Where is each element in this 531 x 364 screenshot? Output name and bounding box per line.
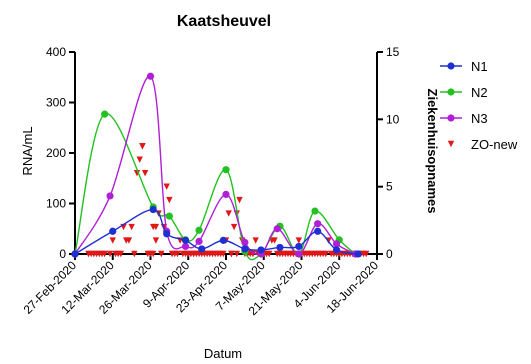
zo-new-point	[225, 210, 232, 217]
n1-point	[163, 230, 171, 238]
zo-new-point	[228, 250, 235, 258]
legend-marker	[447, 140, 455, 148]
y-left-tick-label: 200	[46, 146, 66, 160]
n2-line	[74, 113, 356, 261]
legend-label: ZO-new	[471, 137, 518, 152]
n1-point	[354, 250, 362, 258]
n2-point	[222, 166, 230, 174]
n1-point	[276, 243, 284, 252]
zo-new-point	[249, 250, 257, 258]
zo-new-point	[265, 250, 273, 258]
legend-item-zo-new: ZO-new	[447, 137, 518, 152]
axes-group: 010020030040005101527-Feb-202012-Mar-202…	[21, 45, 400, 318]
n3-point	[332, 240, 341, 248]
n1-point	[332, 246, 341, 254]
legend-item-n3: N3	[440, 111, 488, 126]
y-left-tick-label: 400	[46, 45, 66, 59]
zo-new-point	[220, 250, 227, 258]
zo-new-point	[136, 156, 143, 163]
series-layer	[71, 72, 370, 261]
zo-new-point	[149, 250, 157, 258]
n1-point	[149, 205, 157, 214]
n3-point	[273, 225, 281, 233]
n3-point	[181, 242, 190, 251]
zo-new-point	[128, 223, 135, 231]
n1-point	[314, 227, 322, 235]
zo-new-point	[106, 250, 114, 258]
y-right-tick-label: 10	[386, 112, 400, 126]
y-axis-left-label: RNA/mL	[20, 126, 35, 175]
n3-point	[295, 250, 303, 258]
x-axis-label: Datum	[204, 346, 242, 361]
zo-new-point	[139, 143, 146, 150]
legend: N1 N2 N3 ZO-new	[440, 59, 518, 152]
y-right-tick-label: 0	[386, 247, 393, 261]
legend-item-n2: N2	[440, 85, 488, 100]
n3-point	[195, 237, 203, 245]
n1-point	[181, 236, 190, 244]
zo-new-point	[252, 237, 259, 244]
zo-new-point	[131, 250, 138, 258]
n3-point	[241, 238, 249, 246]
zo-new-point	[322, 250, 329, 258]
n2-point	[165, 212, 173, 220]
zo-new-point	[152, 237, 160, 244]
n1-point	[219, 236, 227, 244]
legend-marker	[447, 114, 455, 122]
n3-point	[106, 192, 114, 200]
y-left-tick-label: 0	[59, 247, 66, 261]
zo-new-point	[163, 183, 170, 190]
zo-new-point	[174, 250, 181, 258]
zo-new-point	[152, 223, 160, 231]
zo-new-point	[236, 196, 243, 204]
n1-point	[198, 245, 206, 253]
zo-new-point	[233, 250, 240, 258]
y-left-tick-label: 100	[46, 197, 66, 211]
zo-new-point	[158, 250, 165, 258]
n2-point	[311, 207, 319, 215]
legend-marker	[447, 88, 455, 96]
n3-line	[74, 75, 356, 256]
n1-point	[109, 227, 117, 235]
zo-new-point	[117, 250, 125, 258]
zo-new-point	[166, 196, 173, 204]
zo-new-point	[230, 223, 238, 231]
zo-new-point	[125, 237, 133, 244]
zo-new-point	[109, 237, 116, 244]
n2-point	[101, 110, 109, 118]
n1-point	[241, 245, 249, 253]
y-right-tick-label: 5	[386, 180, 393, 194]
legend-label: N1	[471, 59, 488, 74]
y-axis-right-label: Ziekenhuisopnames	[425, 89, 440, 214]
zo-new-point	[295, 237, 303, 244]
y-left-tick-label: 300	[46, 96, 66, 110]
series-n1	[71, 205, 362, 258]
zo-new-point	[101, 250, 108, 258]
n1-point	[295, 242, 303, 251]
legend-marker	[447, 62, 455, 70]
zo-new-point	[363, 250, 370, 258]
n3-point	[222, 190, 230, 199]
legend-label: N3	[471, 111, 488, 126]
n2-point	[195, 226, 203, 234]
n3-point	[314, 220, 322, 228]
y-right-tick-label: 15	[386, 45, 400, 59]
legend-item-n1: N1	[440, 59, 488, 74]
n1-point	[71, 250, 79, 258]
n3-point	[146, 72, 155, 80]
zo-new-point	[141, 170, 149, 177]
n1-point	[257, 246, 265, 254]
zo-new-point	[271, 237, 278, 244]
legend-label: N2	[471, 85, 488, 100]
chart-title: Kaatsheuvel	[177, 13, 271, 30]
